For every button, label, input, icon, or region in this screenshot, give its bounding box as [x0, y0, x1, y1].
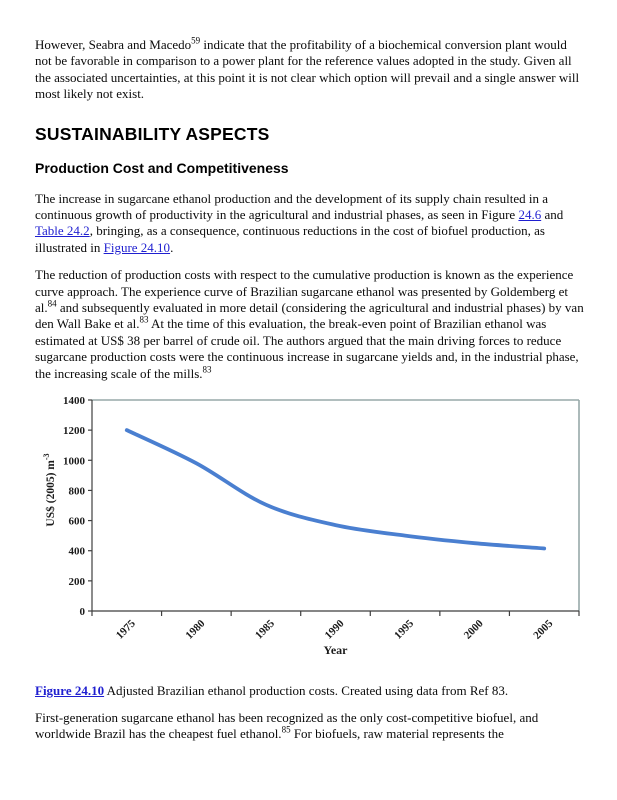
citation-ref: 84: [47, 298, 57, 309]
svg-text:400: 400: [69, 546, 86, 558]
citation-ref: 85: [281, 724, 291, 735]
text-run: and: [541, 207, 564, 223]
citation-ref: 59: [191, 35, 201, 46]
text-run: At the time of this evaluation, the brea…: [35, 316, 579, 381]
svg-text:1995: 1995: [392, 617, 416, 641]
x-axis-labels: 1975 1980 1985 1990 1995 2000 2005: [114, 617, 556, 641]
svg-text:1990: 1990: [323, 617, 347, 641]
figure-24-10-chart: 0 200 400 600 800 1000 1200 1400 1975 1980 1985 199…: [38, 390, 586, 680]
svg-text:200: 200: [69, 576, 86, 588]
ethanol-cost-line-chart: 0 200 400 600 800 1000 1200 1400 1975 1980 1985 199…: [42, 395, 580, 657]
section-heading: SUSTAINABILITY ASPECTS: [35, 123, 270, 144]
svg-text:0: 0: [80, 606, 86, 618]
ethanol-cost-line: [124, 428, 547, 551]
page-content: However, Seabra and Macedo59 indicate th…: [35, 35, 586, 743]
text-run: and subsequently evaluated in more detai…: [35, 300, 584, 332]
x-axis-ticks: [91, 611, 580, 617]
text-run: The increase in sugarcane ethanol produc…: [35, 190, 548, 223]
plot-border: [92, 399, 580, 612]
y-axis-title: US$ (2005) m-3: [42, 454, 57, 527]
cross-reference-link[interactable]: Table 24.2: [35, 223, 90, 239]
cross-reference-link[interactable]: Figure 24.10: [103, 239, 171, 255]
svg-text:1975: 1975: [114, 617, 138, 641]
figure-caption-link[interactable]: Figure 24.10: [35, 683, 105, 699]
text-run: .: [170, 239, 174, 255]
subsection-heading: Production Cost and Competitiveness: [35, 159, 289, 176]
y-axis-ticks: 0 200 400 600 800 1000 1200 1400: [63, 395, 92, 618]
paragraph-productivity-growth: The increase in sugarcane ethanol produc…: [35, 191, 584, 257]
axes: [91, 400, 579, 612]
citation-ref: 83: [139, 315, 149, 326]
svg-text:1200: 1200: [63, 425, 86, 437]
svg-text:1980: 1980: [183, 617, 207, 641]
svg-text:1000: 1000: [63, 455, 86, 467]
paragraph-experience-curve: The reduction of production costs with r…: [35, 267, 584, 382]
svg-text:1400: 1400: [63, 395, 86, 407]
text-run: First-generation sugarcane ethanol has b…: [35, 709, 539, 741]
cross-reference-link[interactable]: 24.6: [518, 207, 542, 223]
svg-text:600: 600: [69, 516, 86, 528]
paragraph-first-generation: First-generation sugarcane ethanol has b…: [35, 710, 584, 743]
citation-ref: 83: [202, 364, 212, 375]
svg-text:2000: 2000: [462, 617, 486, 641]
text-run: , bringing, as a consequence, continuous…: [35, 223, 545, 255]
x-axis-title: Year: [324, 643, 349, 657]
text-run: For biofuels, raw material represents th…: [290, 725, 504, 741]
svg-text:2005: 2005: [531, 617, 555, 641]
svg-text:800: 800: [69, 486, 86, 498]
paragraph-biochemical-conversion: However, Seabra and Macedo59 indicate th…: [35, 35, 584, 103]
text-run: Adjusted Brazilian ethanol production co…: [104, 683, 509, 699]
figure-caption: Figure 24.10 Adjusted Brazilian ethanol …: [35, 683, 584, 699]
text-run: However, Seabra and Macedo: [35, 37, 192, 52]
text-run: indicate that the profitability of a bio…: [35, 37, 580, 102]
text-run: The reduction of production costs with r…: [35, 267, 574, 316]
svg-text:1985: 1985: [253, 617, 277, 641]
